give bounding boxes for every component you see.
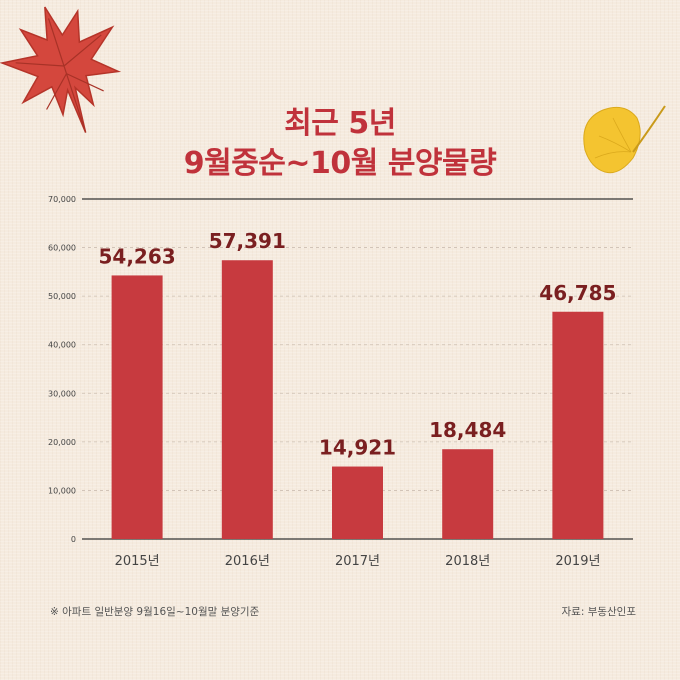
y-tick-label: 10,000: [48, 486, 76, 495]
y-tick-label: 0: [71, 535, 76, 544]
x-tick-label: 2015년: [115, 554, 160, 569]
bar: [552, 311, 604, 539]
x-tick-label: 2018년: [445, 554, 490, 569]
y-tick-label: 20,000: [48, 438, 76, 447]
maple-leaf-icon: [0, 6, 122, 133]
source-credit: 자료: 부동산인포: [561, 606, 637, 618]
data-label: 46,785: [539, 281, 616, 305]
y-tick-label: 50,000: [48, 292, 76, 301]
bar: [111, 275, 163, 539]
footnote: ※ 아파트 일반분양 9월16일~10월말 분양기준: [50, 606, 260, 618]
data-label: 18,484: [429, 418, 506, 442]
y-tick-label: 60,000: [48, 244, 76, 253]
bar: [442, 449, 494, 539]
x-tick-label: 2017년: [335, 554, 380, 569]
data-label: 14,921: [319, 436, 396, 460]
y-tick-label: 30,000: [48, 389, 76, 398]
bar: [332, 466, 383, 539]
bar: [221, 260, 273, 539]
data-label: 54,263: [99, 244, 176, 268]
x-tick-label: 2019년: [555, 554, 600, 569]
x-tick-label: 2016년: [225, 554, 270, 569]
y-tick-label: 70,000: [48, 195, 76, 204]
ginkgo-leaf-icon: [583, 105, 666, 174]
y-tick-label: 40,000: [48, 341, 76, 350]
chart-title-line1: 최근 5년: [284, 106, 396, 141]
data-label: 57,391: [209, 229, 286, 253]
chart-title-line2: 9월중순~10월 분양물량: [183, 146, 497, 181]
